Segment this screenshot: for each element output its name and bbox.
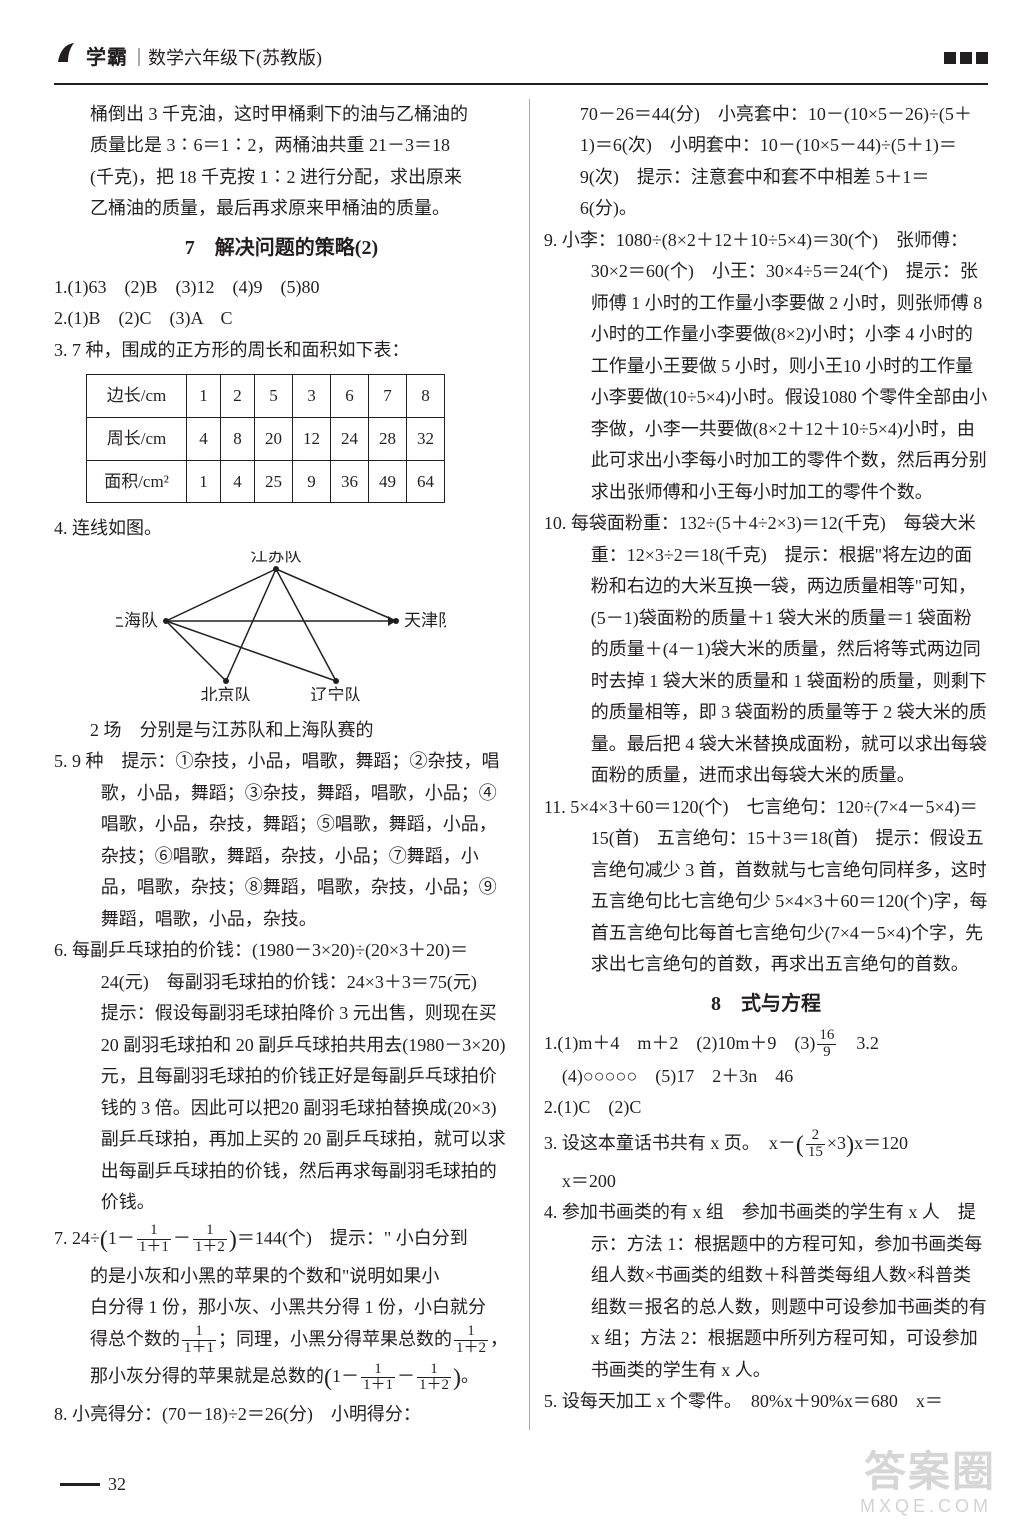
- cell: 24: [331, 417, 369, 460]
- intro-line: 乙桶油的质量，最后再求原来甲桶油的质量。: [54, 193, 509, 225]
- t: x＝120: [854, 1133, 908, 1153]
- cell: 64: [407, 460, 445, 503]
- table-row: 面积/cm² 1 4 25 9 36 49 64: [87, 460, 445, 503]
- t: 7. 24÷: [54, 1228, 100, 1248]
- cell: 8: [407, 375, 445, 418]
- header-subtitle: ｜数学六年级下(苏教版): [130, 43, 322, 75]
- r-top: 70－26＝44(分) 小亮套中：10－(10×5－26)÷(5＋: [544, 99, 988, 131]
- t: ＝144(个) 提示：" 小白分到: [237, 1228, 468, 1248]
- t: ，: [490, 1329, 508, 1349]
- svg-text:北京队: 北京队: [201, 686, 252, 701]
- t: 得总个数的: [90, 1329, 180, 1349]
- s8-q1c: (4)○○○○○ (5)17 2＋3n 46: [544, 1061, 988, 1093]
- q5: 5. 9 种 提示：①杂技，小品，唱歌，舞蹈；②杂技，唱歌，小品，舞蹈；③杂技，…: [54, 746, 509, 935]
- t: 3. 设这本童话书共有 x 页。 x－: [544, 1133, 796, 1153]
- t: 。: [461, 1366, 479, 1386]
- cell: 8: [221, 417, 255, 460]
- intro-line: 桶倒出 3 千克油，这时甲桶剩下的油与乙桶油的: [54, 99, 509, 131]
- cell: 7: [369, 375, 407, 418]
- s8-q5: 5. 设每天加工 x 个零件。 80%x＋90%x＝680 x＝: [544, 1386, 988, 1418]
- cell: 6: [331, 375, 369, 418]
- header-brand: 学霸: [86, 41, 128, 76]
- cell: 3: [293, 375, 331, 418]
- q2: 2.(1)B (2)C (3)A C: [54, 303, 509, 335]
- cell: 20: [255, 417, 293, 460]
- cell: 49: [369, 460, 407, 503]
- cell: 面积/cm²: [87, 460, 187, 503]
- s8-q3c: x＝200: [544, 1166, 988, 1198]
- s8-q3: 3. 设这本童话书共有 x 页。 x－(215×3)x＝120: [544, 1124, 988, 1166]
- cell: 5: [255, 375, 293, 418]
- q7-line1: 7. 24÷(1－11＋1－11＋2)＝144(个) 提示：" 小白分到: [54, 1219, 509, 1261]
- svg-text:天津队: 天津队: [404, 611, 446, 630]
- q3-lead: 3. 7 种，围成的正方形的周长和面积如下表：: [54, 335, 509, 367]
- q11: 11. 5×4×3＋60＝120(个) 七言绝句：120÷(7×4－5×4)＝1…: [544, 792, 988, 981]
- cell: 边长/cm: [87, 375, 187, 418]
- r-top: 9(次) 提示：注意套中和套不中相差 5＋1＝: [544, 162, 988, 194]
- q6: 6. 每副乒乓球拍的价钱：(1980－3×20)÷(20×3＋20)＝24(元)…: [54, 935, 509, 1219]
- q10: 10. 每袋面粉重：132÷(5＋4÷2×3)＝12(千克) 每袋大米重：12×…: [544, 508, 988, 792]
- r-top: 6(分)。: [544, 193, 988, 225]
- table-row: 边长/cm 1 2 5 3 6 7 8: [87, 375, 445, 418]
- svg-text:上海队: 上海队: [116, 611, 158, 630]
- cell: 1: [187, 460, 221, 503]
- svg-text:辽宁队: 辽宁队: [311, 686, 362, 701]
- q7-l4: 那小灰分得的苹果就是总数的(1－11＋1－11＋2)。: [54, 1357, 509, 1399]
- cell: 周长/cm: [87, 417, 187, 460]
- page-header: 学霸 ｜数学六年级下(苏教版): [54, 40, 988, 85]
- q4-tail: 2 场 分别是与江苏队和上海队赛的: [54, 715, 509, 747]
- q1: 1.(1)63 (2)B (3)12 (4)9 (5)80: [54, 272, 509, 304]
- cell: 4: [221, 460, 255, 503]
- cell: 9: [293, 460, 331, 503]
- cell: 4: [187, 417, 221, 460]
- table-row: 周长/cm 4 8 20 12 24 28 32: [87, 417, 445, 460]
- cell: 1: [187, 375, 221, 418]
- q7-l: 的是小灰和小黑的苹果的个数和"说明如果小: [54, 1261, 509, 1293]
- header-decor-icon: [944, 52, 988, 64]
- page-dash-icon: [60, 1483, 100, 1486]
- t: 3.2: [838, 1033, 879, 1053]
- content-columns: 桶倒出 3 千克油，这时甲桶剩下的油与乙桶油的 质量比是 3∶6＝1∶2，两桶油…: [54, 99, 988, 1431]
- section-7-title: 7 解决问题的策略(2): [54, 231, 509, 266]
- r-top: 1)＝6(次) 小明套中：10－(10×5－44)÷(5＋1)＝: [544, 130, 988, 162]
- teams-graph: 江苏队上海队 天津队北京队 辽宁队: [54, 551, 509, 711]
- cell: 36: [331, 460, 369, 503]
- s8-q2: 2.(1)C (2)C: [544, 1092, 988, 1124]
- page-number: 32: [60, 1469, 126, 1501]
- graph-svg: 江苏队上海队 天津队北京队 辽宁队: [116, 551, 446, 701]
- s8-q1: 1.(1)m＋4 m＋2 (2)10m＋9 (3)169 3.2: [544, 1028, 988, 1061]
- section-8-title: 8 式与方程: [544, 987, 988, 1022]
- t: 那小灰分得的苹果就是总数的: [90, 1366, 324, 1386]
- cell: 32: [407, 417, 445, 460]
- q7-l3: 得总个数的11＋1；同理，小黑分得苹果总数的11＋2，: [54, 1324, 509, 1357]
- cell: 2: [221, 375, 255, 418]
- watermark-sub: MXQE.COM: [860, 1491, 992, 1523]
- intro-line: 质量比是 3∶6＝1∶2，两桶油共重 21－3＝18: [54, 130, 509, 162]
- t: 1.(1)m＋4 m＋2 (2)10m＋9 (3): [544, 1033, 815, 1053]
- intro-line: (千克)，把 18 千克按 1∶2 进行分配，求出原来: [54, 162, 509, 194]
- xueba-logo-icon: [54, 40, 80, 77]
- q8: 8. 小亮得分：(70－18)÷2＝26(分) 小明得分：: [54, 1399, 509, 1431]
- svg-text:江苏队: 江苏队: [251, 551, 302, 565]
- cell: 12: [293, 417, 331, 460]
- s8-q4: 4. 参加书画类的有 x 组 参加书画类的学生有 x 人 提示：方法 1：根据题…: [544, 1197, 988, 1386]
- q4-lead: 4. 连线如图。: [54, 513, 509, 545]
- right-column: 70－26＝44(分) 小亮套中：10－(10×5－26)÷(5＋ 1)＝6(次…: [529, 99, 988, 1431]
- q7-l: 白分得 1 份，那小灰、小黑共分得 1 份，小白就分: [54, 1292, 509, 1324]
- cell: 25: [255, 460, 293, 503]
- page-number-value: 32: [108, 1469, 126, 1501]
- q9: 9. 小李：1080÷(8×2＋12＋10÷5×4)＝30(个) 张师傅：30×…: [544, 225, 988, 509]
- perimeter-area-table: 边长/cm 1 2 5 3 6 7 8 周长/cm 4 8 20 12 24 2…: [86, 374, 445, 503]
- cell: 28: [369, 417, 407, 460]
- left-column: 桶倒出 3 千克油，这时甲桶剩下的油与乙桶油的 质量比是 3∶6＝1∶2，两桶油…: [54, 99, 513, 1431]
- t: ；同理，小黑分得苹果总数的: [218, 1329, 452, 1349]
